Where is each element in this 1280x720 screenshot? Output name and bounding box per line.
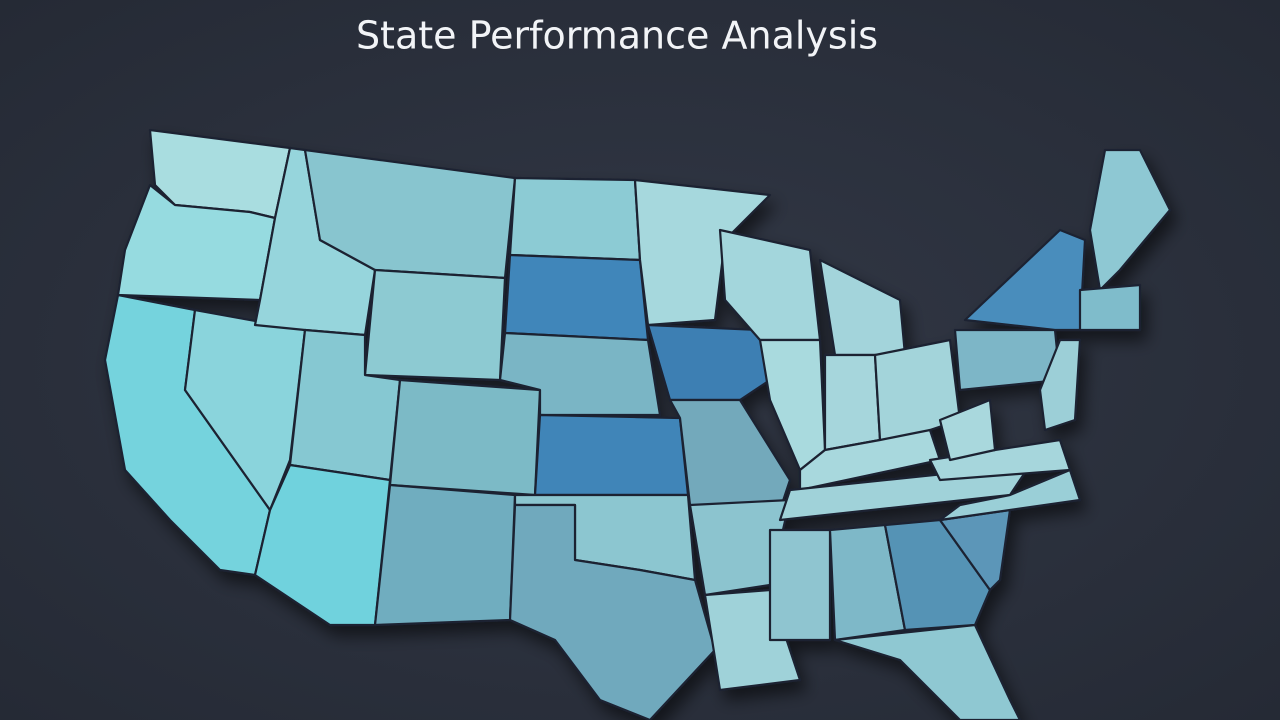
state-nm xyxy=(373,483,517,627)
us-map xyxy=(103,128,1172,720)
state-ny xyxy=(963,228,1087,332)
state-nd xyxy=(508,176,642,262)
subtitle: State Performance Analysis xyxy=(356,14,878,58)
state-wy xyxy=(363,268,507,382)
state-fl xyxy=(833,623,1022,720)
state-mn xyxy=(633,178,772,327)
state-in xyxy=(823,353,882,452)
state-ga xyxy=(883,518,992,632)
state-wv xyxy=(938,398,997,462)
state-co xyxy=(388,378,542,497)
state-ks xyxy=(533,413,690,497)
state-ma-ct-ri xyxy=(1078,283,1142,332)
state-ia xyxy=(646,323,772,402)
state-sd xyxy=(503,253,650,342)
state-ms xyxy=(768,528,832,642)
state-va xyxy=(928,438,1072,482)
state-nj-md-de xyxy=(1038,338,1082,432)
